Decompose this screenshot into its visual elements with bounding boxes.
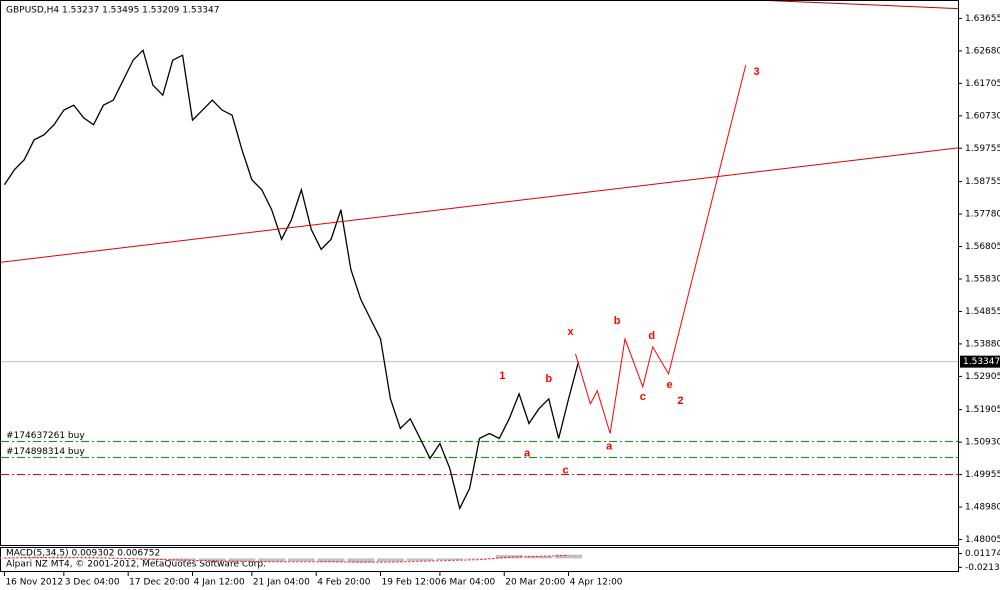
y-tick-label: 1.60730 — [965, 111, 1000, 121]
wave-label: b — [545, 373, 552, 385]
macd-bar — [287, 558, 315, 562]
y-tick-label: 1.51905 — [965, 405, 1000, 415]
wave-label: d — [648, 330, 655, 342]
order-label: #174898314 buy — [6, 447, 85, 457]
y-tick-label: 1.56805 — [965, 242, 1000, 252]
main-plot-frame — [0, 0, 959, 546]
y-tick-label: 1.58755 — [965, 177, 1000, 187]
price-line-series — [3, 48, 580, 511]
macd-bar — [258, 558, 286, 562]
trendline — [770, 1, 958, 10]
x-tick-label: 16 Nov 2012 — [5, 578, 63, 588]
y-tick-label: 1.49955 — [965, 470, 1000, 480]
x-tick-label: 4 Apr 12:00 — [570, 578, 623, 588]
wave-label: a — [524, 447, 531, 459]
macd-bar — [317, 558, 345, 563]
macd-bar — [406, 558, 434, 561]
x-tick-label: 4 Feb 20:00 — [317, 578, 371, 588]
wave-label: 3 — [754, 66, 760, 78]
macd-title: MACD(5,34,5) 0.009302 0.006752 — [6, 549, 160, 559]
y-tick-label: 1.50930 — [965, 438, 1000, 448]
y-tick-label: 1.52905 — [965, 372, 1000, 382]
x-tick-label: 21 Jan 04:00 — [253, 578, 310, 588]
wave-label: c — [563, 464, 569, 476]
macd-y-tick-label: 0.01174 — [965, 549, 1000, 559]
x-tick-label: 4 Jan 12:00 — [193, 578, 245, 588]
y-tick-label: 1.55830 — [965, 274, 1000, 284]
macd-bar — [228, 558, 256, 562]
x-tick-label: 20 Mar 20:00 — [505, 578, 565, 588]
macd-bar — [377, 558, 404, 562]
macd-bar — [525, 555, 553, 559]
macd-bar — [466, 558, 493, 560]
macd-bar — [555, 554, 582, 559]
macd-bar — [169, 558, 196, 561]
price-label: 1.53347 — [963, 357, 1000, 367]
wave-label: x — [567, 326, 574, 338]
trendline — [1, 147, 958, 263]
x-tick-label: 17 Dec 20:00 — [129, 578, 190, 588]
footer: Alpari NZ MT4, © 2001-2012, MetaQuotes S… — [6, 560, 266, 570]
wave-label: c — [640, 391, 646, 403]
y-tick-label: 1.53880 — [965, 339, 1000, 349]
y-tick-label: 1.57780 — [965, 210, 1000, 220]
plot-area: #174637261 buy #174898314 buy x b d 1 b 3 c e2 a a c — [1, 1, 958, 511]
wave-label: b — [614, 315, 621, 327]
chart-title: GBPUSD,H4 1.53237 1.53495 1.53209 1.5334… — [6, 6, 219, 16]
macd-y-tick-label: -0.02139 — [965, 563, 1000, 573]
trendline — [575, 65, 747, 434]
x-tick-label: 6 Mar 04:00 — [441, 578, 496, 588]
wave-label: 1 — [499, 370, 505, 382]
x-tick-label: 3 Dec 04:00 — [65, 578, 120, 588]
macd-bar — [198, 558, 226, 562]
y-tick-label: 1.48005 — [965, 535, 1000, 545]
wave-label: a — [606, 440, 613, 452]
macd-bar — [50, 557, 78, 559]
y-tick-label: 1.48980 — [965, 503, 1000, 513]
price-box — [960, 355, 1000, 368]
y-tick-label: 1.54855 — [965, 307, 1000, 317]
order-label: #174637261 buy — [6, 431, 85, 441]
y-tick-label: 1.63655 — [965, 14, 1000, 24]
macd-bar — [347, 558, 375, 563]
x-tick-label: 19 Feb 12:00 — [382, 578, 441, 588]
y-tick-label: 1.61705 — [965, 79, 1000, 89]
macd-bar — [436, 558, 464, 561]
wave-label: 2 — [677, 395, 683, 407]
y-tick-label: 1.62680 — [965, 46, 1000, 56]
wave-label: e — [666, 379, 672, 391]
y-tick-label: 1.59755 — [965, 144, 1000, 154]
